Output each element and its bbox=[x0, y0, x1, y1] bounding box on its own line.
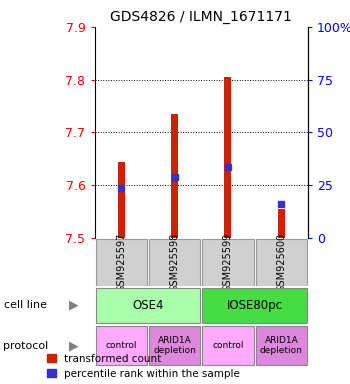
Text: IOSE80pc: IOSE80pc bbox=[227, 299, 283, 312]
Text: GSM925597: GSM925597 bbox=[116, 232, 126, 292]
Text: control: control bbox=[105, 341, 137, 350]
FancyBboxPatch shape bbox=[96, 288, 200, 323]
Text: ▶: ▶ bbox=[69, 299, 78, 312]
Text: GSM925600: GSM925600 bbox=[276, 233, 286, 291]
Text: cell line: cell line bbox=[4, 300, 47, 310]
Text: control: control bbox=[212, 341, 244, 350]
Bar bbox=[224, 77, 231, 238]
FancyBboxPatch shape bbox=[202, 288, 307, 323]
FancyBboxPatch shape bbox=[149, 326, 200, 365]
FancyBboxPatch shape bbox=[202, 326, 253, 365]
Text: OSE4: OSE4 bbox=[132, 299, 164, 312]
FancyBboxPatch shape bbox=[256, 326, 307, 365]
Legend: transformed count, percentile rank within the sample: transformed count, percentile rank withi… bbox=[47, 354, 240, 379]
Bar bbox=[278, 209, 285, 238]
Text: ARID1A
depletion: ARID1A depletion bbox=[260, 336, 303, 355]
FancyBboxPatch shape bbox=[202, 238, 253, 286]
Text: protocol: protocol bbox=[4, 341, 49, 351]
FancyBboxPatch shape bbox=[149, 238, 200, 286]
Text: ▶: ▶ bbox=[69, 339, 78, 352]
Text: ARID1A
depletion: ARID1A depletion bbox=[153, 336, 196, 355]
Text: GSM925599: GSM925599 bbox=[223, 232, 233, 292]
Title: GDS4826 / ILMN_1671171: GDS4826 / ILMN_1671171 bbox=[110, 10, 292, 25]
Bar bbox=[118, 162, 125, 238]
FancyBboxPatch shape bbox=[256, 238, 307, 286]
Text: GSM925598: GSM925598 bbox=[169, 232, 180, 292]
Bar bbox=[171, 114, 178, 238]
FancyBboxPatch shape bbox=[96, 238, 147, 286]
FancyBboxPatch shape bbox=[96, 326, 147, 365]
